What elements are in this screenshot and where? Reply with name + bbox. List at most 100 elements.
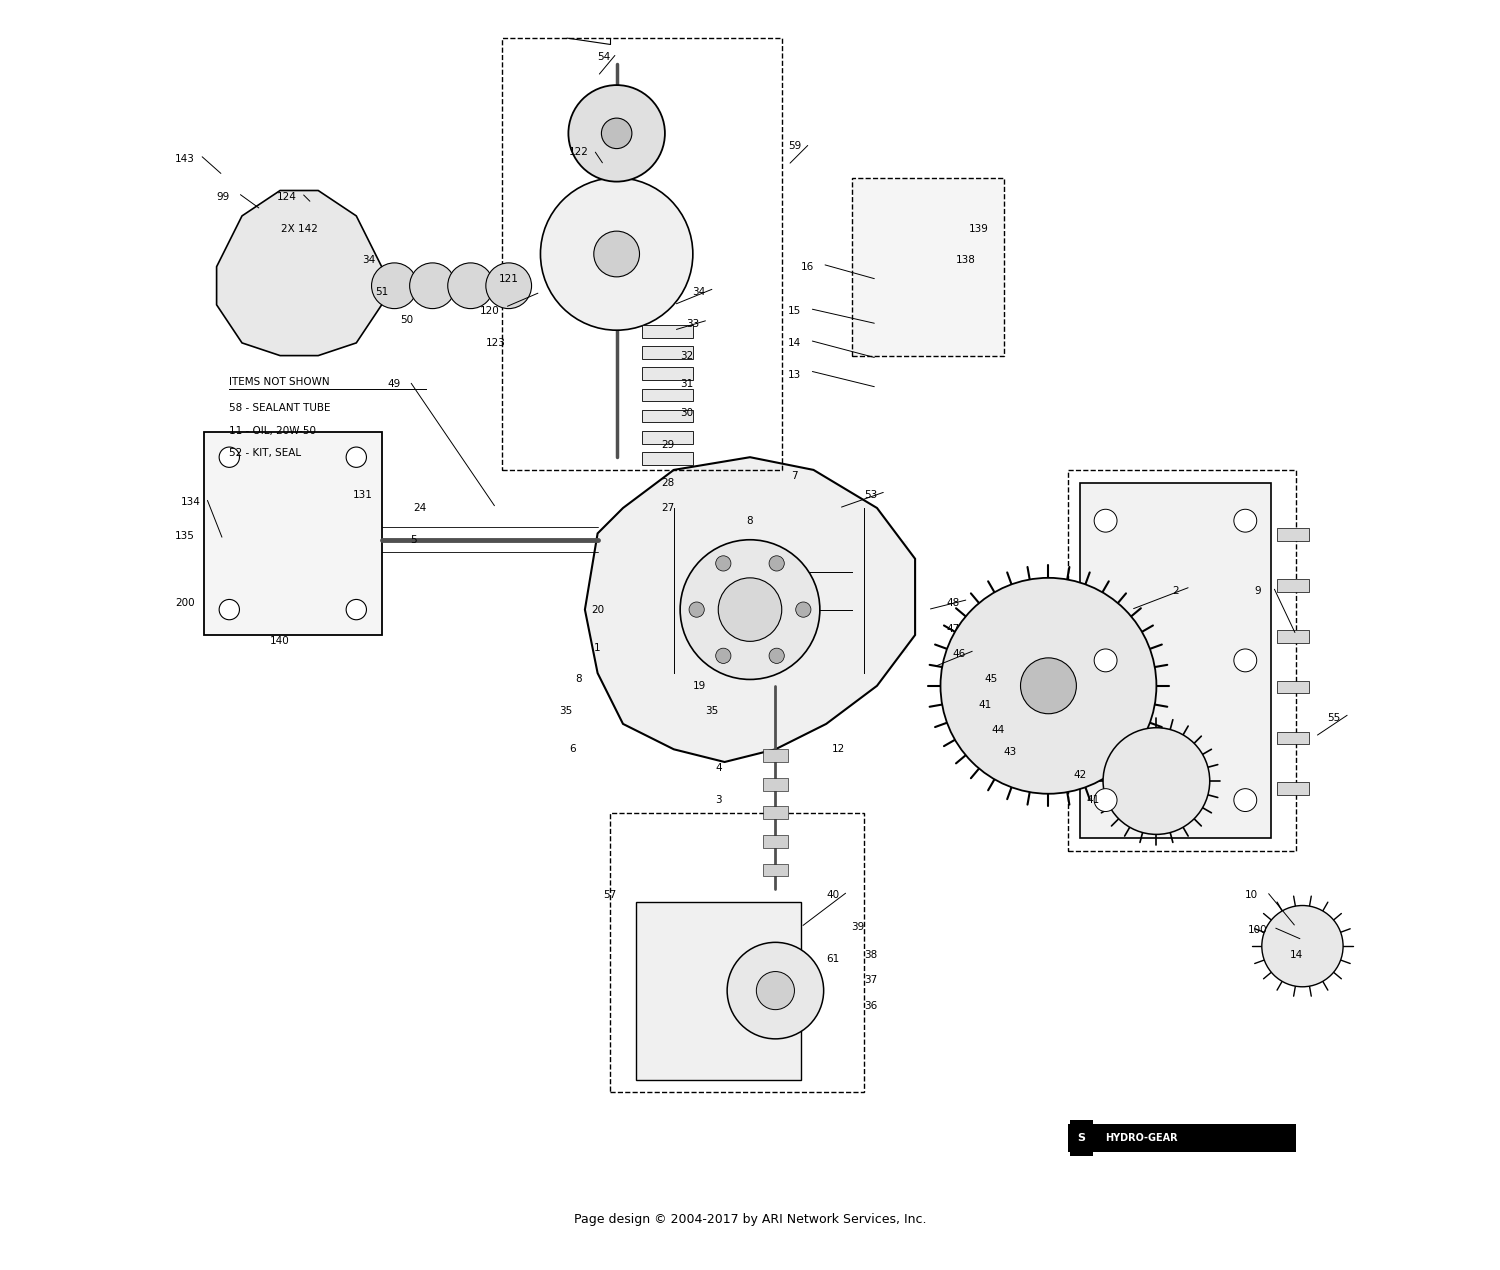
Text: 124: 124 — [276, 192, 297, 202]
Circle shape — [1102, 728, 1209, 834]
Text: 6: 6 — [568, 744, 576, 754]
Circle shape — [447, 263, 494, 309]
Text: 11 - OIL, 20W-50: 11 - OIL, 20W-50 — [230, 425, 316, 436]
Circle shape — [1020, 658, 1077, 714]
Text: 41: 41 — [978, 700, 992, 710]
Circle shape — [770, 556, 784, 572]
Circle shape — [602, 118, 632, 149]
Text: 31: 31 — [680, 378, 693, 389]
Circle shape — [680, 540, 820, 679]
Circle shape — [372, 263, 417, 309]
Bar — [852, 178, 1004, 356]
Text: 44: 44 — [992, 725, 1005, 735]
Bar — [642, 347, 693, 359]
Circle shape — [410, 263, 456, 309]
Text: 61: 61 — [827, 954, 839, 964]
Bar — [762, 777, 788, 790]
Bar — [1068, 1124, 1296, 1152]
Text: 58 - SEALANT TUBE: 58 - SEALANT TUBE — [230, 403, 332, 413]
Text: 16: 16 — [801, 262, 814, 272]
Text: ARI: ARI — [628, 535, 922, 685]
Text: 24: 24 — [413, 503, 426, 513]
Text: 45: 45 — [984, 674, 998, 685]
Text: 8: 8 — [574, 674, 582, 685]
Circle shape — [1234, 789, 1257, 812]
Text: 2: 2 — [1172, 585, 1179, 596]
Text: 41: 41 — [1086, 795, 1100, 805]
Polygon shape — [1080, 483, 1270, 838]
Circle shape — [1094, 509, 1118, 532]
Text: 139: 139 — [969, 224, 988, 234]
Text: 13: 13 — [788, 370, 801, 380]
Text: 135: 135 — [176, 531, 195, 541]
Circle shape — [718, 578, 782, 641]
Text: 29: 29 — [662, 439, 674, 450]
Circle shape — [795, 602, 812, 617]
Text: 200: 200 — [176, 598, 195, 608]
Text: 32: 32 — [680, 351, 693, 361]
Text: ITEMS NOT SHOWN: ITEMS NOT SHOWN — [230, 377, 330, 387]
Text: 4: 4 — [716, 763, 722, 773]
Text: 138: 138 — [956, 255, 976, 265]
Circle shape — [346, 599, 366, 620]
Circle shape — [688, 602, 705, 617]
Text: 8: 8 — [747, 516, 753, 526]
Text: 122: 122 — [568, 147, 588, 157]
Text: 50: 50 — [400, 315, 414, 325]
Text: 38: 38 — [864, 950, 877, 960]
Bar — [503, 38, 782, 470]
Bar — [642, 431, 693, 443]
Circle shape — [1262, 906, 1342, 987]
Bar — [762, 836, 788, 848]
Bar — [1276, 630, 1310, 643]
Bar — [1070, 1120, 1094, 1156]
Text: 52 - KIT, SEAL: 52 - KIT, SEAL — [230, 448, 302, 458]
Bar — [642, 389, 693, 401]
Text: 12: 12 — [833, 744, 846, 754]
Circle shape — [594, 231, 639, 277]
Text: 48: 48 — [946, 598, 960, 608]
Text: 46: 46 — [952, 649, 966, 659]
Text: 20: 20 — [591, 605, 604, 615]
Text: 100: 100 — [1248, 925, 1268, 935]
Text: 27: 27 — [662, 503, 674, 513]
Text: 59: 59 — [788, 141, 801, 151]
Text: 34: 34 — [363, 255, 375, 265]
Circle shape — [716, 556, 730, 572]
Text: 9: 9 — [1254, 585, 1262, 596]
Text: 121: 121 — [500, 274, 519, 284]
Bar — [642, 452, 693, 465]
Circle shape — [1094, 789, 1118, 812]
Text: 2X 142: 2X 142 — [280, 224, 318, 234]
Polygon shape — [216, 190, 381, 356]
Bar — [762, 806, 788, 819]
Text: 54: 54 — [597, 52, 610, 62]
Text: 30: 30 — [680, 408, 693, 418]
Text: 19: 19 — [693, 681, 706, 691]
Circle shape — [1234, 649, 1257, 672]
Bar — [762, 749, 788, 762]
Text: HYDRO-GEAR: HYDRO-GEAR — [1106, 1133, 1178, 1143]
Text: 14: 14 — [788, 338, 801, 348]
Text: 35: 35 — [560, 706, 573, 716]
Circle shape — [540, 178, 693, 330]
Text: 34: 34 — [693, 287, 706, 297]
Bar — [1276, 732, 1310, 744]
Text: 15: 15 — [788, 306, 801, 316]
Text: 49: 49 — [388, 378, 400, 389]
Text: 7: 7 — [790, 471, 798, 481]
Circle shape — [756, 972, 795, 1010]
Text: Page design © 2004-2017 by ARI Network Services, Inc.: Page design © 2004-2017 by ARI Network S… — [573, 1213, 926, 1226]
Bar — [1068, 470, 1296, 851]
Text: 28: 28 — [662, 478, 674, 488]
Bar — [610, 813, 864, 1092]
Bar — [1276, 579, 1310, 592]
Text: 43: 43 — [1004, 747, 1017, 757]
Circle shape — [568, 85, 664, 182]
Circle shape — [1094, 649, 1118, 672]
Circle shape — [219, 447, 240, 467]
Bar — [204, 432, 381, 635]
Bar — [1276, 782, 1310, 795]
Text: 99: 99 — [216, 192, 229, 202]
Text: 140: 140 — [270, 636, 290, 646]
